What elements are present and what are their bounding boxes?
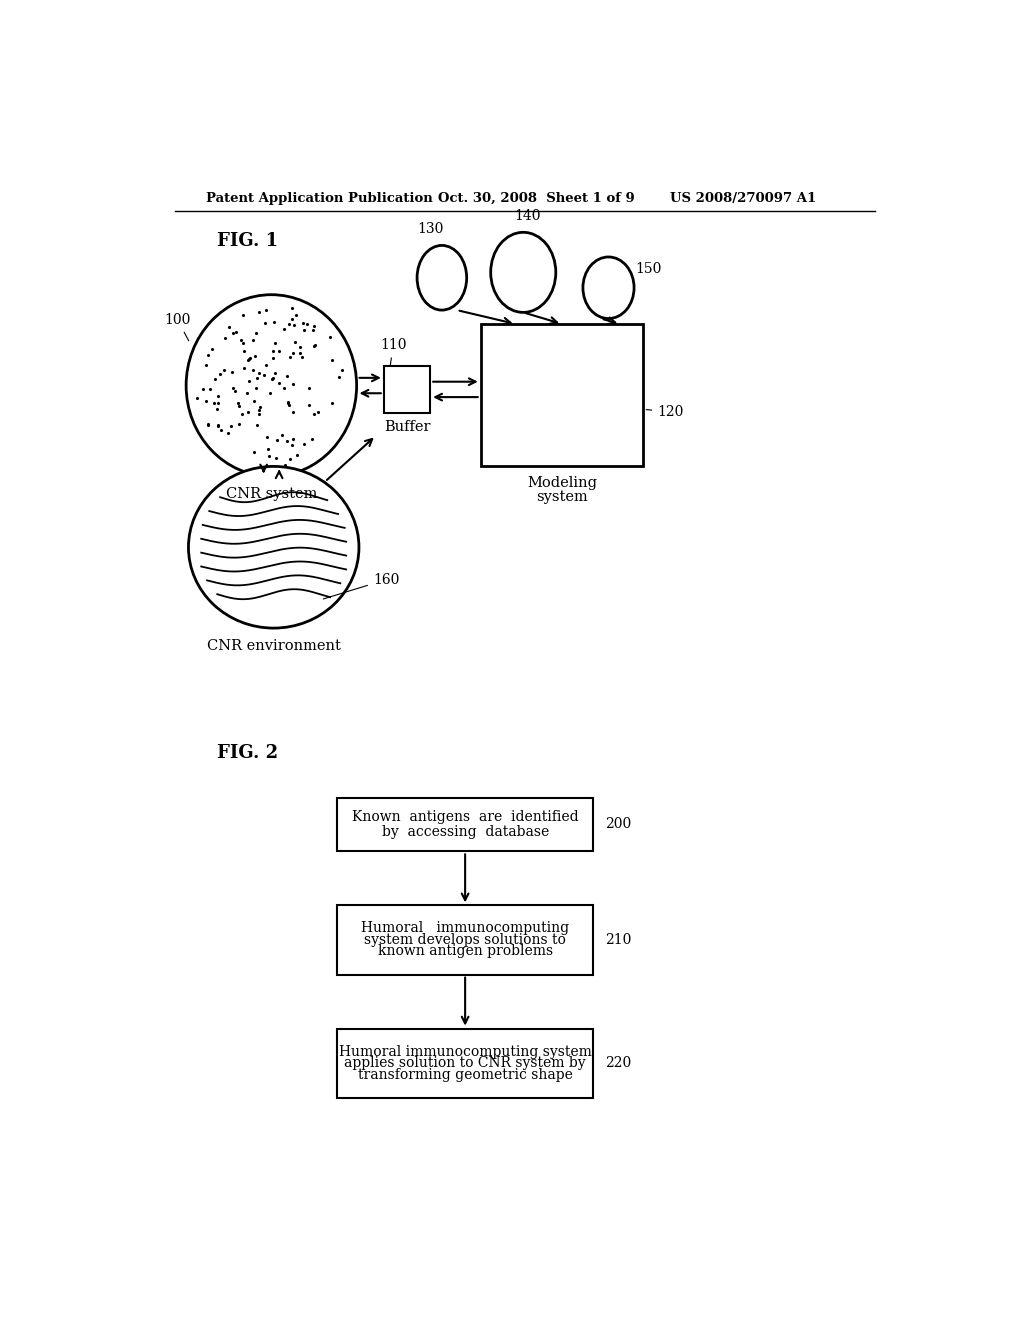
Text: Modeling: Modeling [527, 475, 597, 490]
Text: 120: 120 [646, 404, 684, 418]
Text: 160: 160 [324, 573, 399, 599]
Text: CNR environment: CNR environment [207, 639, 341, 653]
Ellipse shape [583, 257, 634, 318]
Text: CNR system: CNR system [225, 487, 317, 502]
Text: 110: 110 [380, 338, 407, 366]
Bar [337, 1028, 593, 1098]
Text: 100: 100 [165, 313, 190, 341]
Bar [337, 797, 593, 851]
Text: 140: 140 [514, 209, 541, 223]
Text: US 2008/270097 A1: US 2008/270097 A1 [671, 191, 817, 205]
Text: 130: 130 [417, 222, 443, 236]
Text: by  accessing  database: by accessing database [382, 825, 549, 840]
Text: 150: 150 [636, 263, 662, 276]
Text: Oct. 30, 2008  Sheet 1 of 9: Oct. 30, 2008 Sheet 1 of 9 [438, 191, 635, 205]
Text: Buffer: Buffer [384, 420, 430, 434]
Text: Patent Application Publication: Patent Application Publication [206, 191, 432, 205]
Text: known antigen problems: known antigen problems [378, 945, 553, 958]
Text: FIG. 1: FIG. 1 [217, 231, 279, 249]
Text: transforming geometric shape: transforming geometric shape [357, 1068, 572, 1081]
Ellipse shape [186, 294, 356, 477]
Bar [337, 906, 593, 974]
Text: Humoral   immunocomputing: Humoral immunocomputing [361, 921, 569, 936]
Text: 210: 210 [604, 933, 631, 946]
Text: system develops solutions to: system develops solutions to [365, 933, 566, 946]
Text: Humoral immunocomputing system: Humoral immunocomputing system [339, 1044, 592, 1059]
Text: system: system [537, 490, 588, 503]
Text: Known  antigens  are  identified: Known antigens are identified [352, 809, 579, 824]
Bar [480, 323, 643, 466]
Text: 220: 220 [604, 1056, 631, 1071]
Text: applies solution to CNR system by: applies solution to CNR system by [344, 1056, 586, 1071]
Ellipse shape [490, 232, 556, 313]
Ellipse shape [188, 466, 359, 628]
Ellipse shape [417, 246, 467, 310]
Text: FIG. 2: FIG. 2 [217, 743, 279, 762]
Text: 200: 200 [604, 817, 631, 832]
Bar [384, 367, 430, 413]
